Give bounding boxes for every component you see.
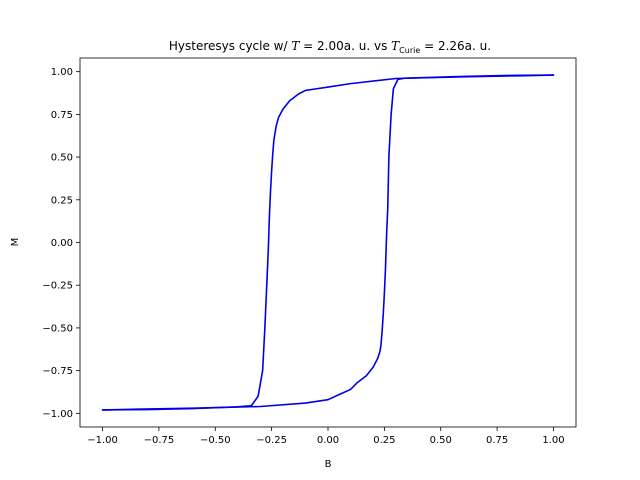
x-tick-label: −1.00 xyxy=(87,435,118,446)
series-line-ascending xyxy=(101,74,555,411)
y-tick-label: 1.00 xyxy=(51,67,73,78)
title-curie-symbol: T xyxy=(391,39,400,53)
y-tick-label: −0.50 xyxy=(42,323,73,334)
y-axis-ticks: −1.00 −0.75 −0.50 −0.25 0.00 0.25 0.50 0.75 1.00 xyxy=(42,67,80,420)
y-tick-label: 0.50 xyxy=(51,153,73,164)
y-tick-label: −0.25 xyxy=(42,281,73,292)
x-tick-label: −0.25 xyxy=(256,435,287,446)
x-axis-label: B xyxy=(325,459,332,470)
y-tick-label: −0.75 xyxy=(42,366,73,377)
x-tick-label: −0.75 xyxy=(144,435,175,446)
y-tick-label: 0.25 xyxy=(51,195,73,206)
series-line-descending xyxy=(101,74,555,411)
title-t-symbol: T xyxy=(291,39,300,53)
chart-title: Hysteresys cycle w/ T = 2.00a. u. vs TCu… xyxy=(169,39,491,55)
x-tick-label: 0.75 xyxy=(486,435,508,446)
y-axis-label: M xyxy=(10,238,21,247)
title-prefix: Hysteresys cycle w/ xyxy=(169,39,291,53)
y-tick-label: 0.75 xyxy=(51,110,73,121)
title-middle: vs xyxy=(370,39,391,53)
x-tick-label: −0.50 xyxy=(200,435,231,446)
title-t-value: = 2.00a. u. xyxy=(299,39,370,53)
y-tick-label: 0.00 xyxy=(51,238,73,249)
x-tick-label: 0.00 xyxy=(317,435,339,446)
x-tick-label: 0.25 xyxy=(373,435,395,446)
y-tick-label: −1.00 xyxy=(42,409,73,420)
x-tick-label: 1.00 xyxy=(542,435,564,446)
x-tick-label: 0.50 xyxy=(430,435,452,446)
title-curie-value: = 2.26a. u. xyxy=(420,39,491,53)
x-axis-ticks: −1.00 −0.75 −0.50 −0.25 0.00 0.25 0.50 0.75 1.00 xyxy=(87,427,565,446)
title-curie-subscript: Curie xyxy=(399,46,420,55)
